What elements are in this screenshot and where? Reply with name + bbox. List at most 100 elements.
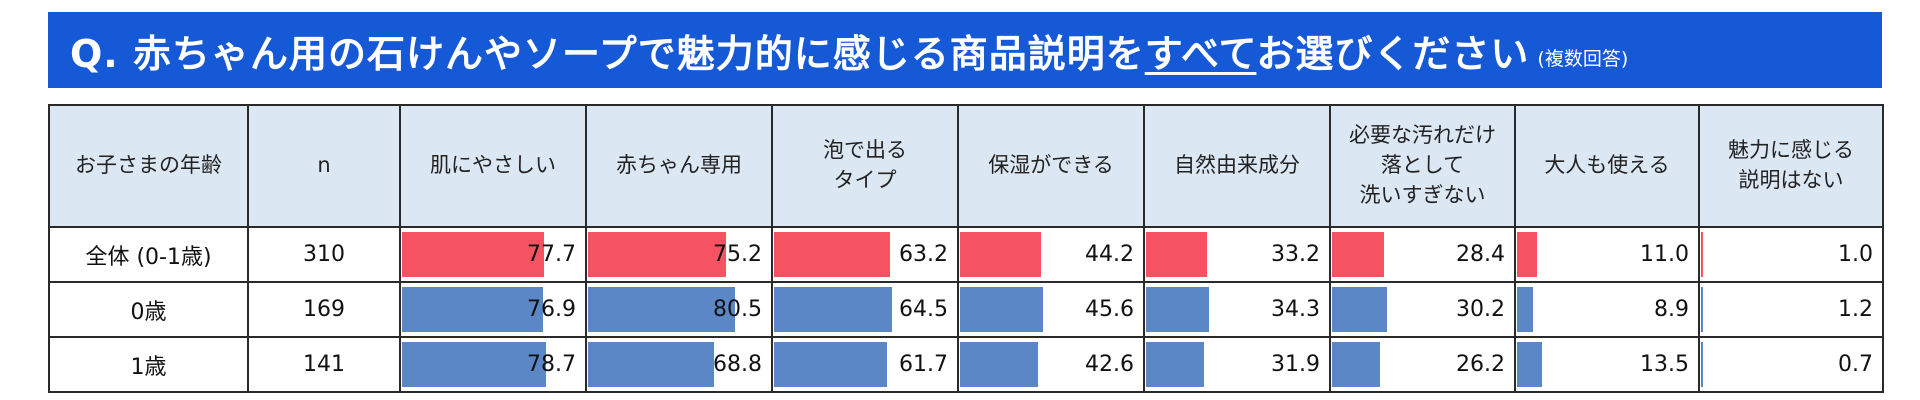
data-bar bbox=[1332, 287, 1387, 332]
column-header-line: 説明はない bbox=[1738, 168, 1844, 192]
value-cell: 8.9 bbox=[1514, 281, 1700, 338]
data-label: 31.9 bbox=[1271, 352, 1320, 377]
value-cell: 77.7 bbox=[399, 226, 587, 283]
column-header-line: タイプ bbox=[833, 168, 897, 192]
column-header: 泡で出る タイプ bbox=[771, 104, 959, 228]
header-row: お子さまの年齢 n 肌にやさしい 赤ちゃん専用 泡で出る タイプ 保湿ができる 自然由来成… bbox=[48, 104, 1884, 228]
title-note: (複数回答) bbox=[1537, 47, 1629, 70]
data-label: 45.6 bbox=[1085, 297, 1134, 322]
value-cell: 42.6 bbox=[957, 336, 1145, 393]
chart-title: Q. 赤ちゃん用の石けんやソープで魅力的に感じる商品説明をすべてお選びください bbox=[70, 23, 1529, 78]
value-cell: 61.7 bbox=[771, 336, 959, 393]
row-label: 0歳 bbox=[48, 281, 249, 338]
data-label: 76.9 bbox=[527, 297, 576, 322]
data-bar bbox=[402, 342, 546, 387]
column-header: 大人も使える bbox=[1514, 104, 1700, 228]
data-bar bbox=[774, 342, 887, 387]
value-cell: 44.2 bbox=[957, 226, 1145, 283]
column-header-line: 赤ちゃん専用 bbox=[616, 153, 742, 178]
corner-header: お子さまの年齢 bbox=[48, 104, 249, 228]
data-label: 78.7 bbox=[527, 352, 576, 377]
data-label: 68.8 bbox=[713, 352, 762, 377]
data-bar bbox=[774, 287, 892, 332]
value-cell: 76.9 bbox=[399, 281, 587, 338]
column-header-line: 肌にやさしい bbox=[430, 153, 556, 178]
data-bar bbox=[1332, 232, 1384, 277]
n-header: n bbox=[247, 104, 401, 228]
column-header: 肌にやさしい bbox=[399, 104, 587, 228]
sample-size: 141 bbox=[247, 336, 401, 393]
data-label: 61.7 bbox=[899, 352, 948, 377]
value-cell: 31.9 bbox=[1143, 336, 1331, 393]
data-label: 30.2 bbox=[1456, 297, 1505, 322]
column-header: 魅力に感じる 説明はない bbox=[1698, 104, 1884, 228]
column-header-line: 必要な汚れだけ bbox=[1349, 123, 1496, 148]
column-header-line: 自然由来成分 bbox=[1174, 153, 1300, 178]
row-label: 全体 (0-1歳) bbox=[48, 226, 249, 283]
title-suffix: お選びください bbox=[1256, 31, 1530, 76]
data-bar bbox=[1146, 342, 1204, 387]
data-label: 63.2 bbox=[899, 242, 948, 267]
title-banner: Q. 赤ちゃん用の石けんやソープで魅力的に感じる商品説明をすべてお選びください … bbox=[48, 12, 1882, 88]
value-cell: 80.5 bbox=[585, 281, 773, 338]
data-label: 11.0 bbox=[1640, 242, 1689, 267]
column-header-line: 魅力に感じる bbox=[1728, 138, 1854, 163]
data-label: 42.6 bbox=[1085, 352, 1134, 377]
data-label: 34.3 bbox=[1271, 297, 1320, 322]
value-cell: 28.4 bbox=[1329, 226, 1516, 283]
data-label: 13.5 bbox=[1640, 352, 1689, 377]
column-header: 赤ちゃん専用 bbox=[585, 104, 773, 228]
column-header: 保湿ができる bbox=[957, 104, 1145, 228]
data-label: 1.0 bbox=[1838, 242, 1873, 267]
data-label: 75.2 bbox=[713, 242, 762, 267]
data-bar bbox=[1701, 342, 1703, 387]
data-bar bbox=[1146, 287, 1209, 332]
data-bar bbox=[402, 232, 544, 277]
data-bar bbox=[774, 232, 890, 277]
column-header-line: 洗いすぎない bbox=[1359, 182, 1486, 207]
value-cell: 1.2 bbox=[1698, 281, 1884, 338]
data-label: 44.2 bbox=[1085, 242, 1134, 267]
column-header: 自然由来成分 bbox=[1143, 104, 1331, 228]
data-bar bbox=[1517, 287, 1533, 332]
data-bar bbox=[960, 287, 1043, 332]
data-bar bbox=[1146, 232, 1207, 277]
data-bar bbox=[588, 342, 714, 387]
data-label: 80.5 bbox=[713, 297, 762, 322]
table-body: 全体 (0-1歳) 310 77.7 75.2 63.2 44.2 33.2 28.4 11.0… bbox=[48, 226, 1884, 393]
data-bar bbox=[402, 287, 543, 332]
data-label: 77.7 bbox=[527, 242, 576, 267]
data-bar bbox=[588, 287, 735, 332]
data-label: 26.2 bbox=[1456, 352, 1505, 377]
data-label: 64.5 bbox=[899, 297, 948, 322]
value-cell: 78.7 bbox=[399, 336, 587, 393]
row-label: 1歳 bbox=[48, 336, 249, 393]
value-cell: 33.2 bbox=[1143, 226, 1331, 283]
value-cell: 64.5 bbox=[771, 281, 959, 338]
value-cell: 63.2 bbox=[771, 226, 959, 283]
column-header-line: 大人も使える bbox=[1544, 153, 1670, 178]
title-emphasis: すべて bbox=[1144, 31, 1257, 76]
results-table: お子さまの年齢 n 肌にやさしい 赤ちゃん専用 泡で出る タイプ 保湿ができる 自然由来成… bbox=[48, 104, 1884, 393]
data-bar bbox=[960, 232, 1041, 277]
value-cell: 0.7 bbox=[1698, 336, 1884, 393]
data-bar bbox=[588, 232, 726, 277]
sample-size: 310 bbox=[247, 226, 401, 283]
data-label: 0.7 bbox=[1838, 352, 1873, 377]
data-label: 1.2 bbox=[1838, 297, 1873, 322]
value-cell: 45.6 bbox=[957, 281, 1145, 338]
data-label: 28.4 bbox=[1456, 242, 1505, 267]
value-cell: 75.2 bbox=[585, 226, 773, 283]
sample-size: 169 bbox=[247, 281, 401, 338]
column-header-line: 落として bbox=[1380, 153, 1465, 178]
table-row: 全体 (0-1歳) 310 77.7 75.2 63.2 44.2 33.2 28.4 11.0… bbox=[48, 226, 1884, 283]
value-cell: 34.3 bbox=[1143, 281, 1331, 338]
data-bar bbox=[1517, 342, 1542, 387]
title-prefix: Q. 赤ちゃん用の石けんやソープで魅力的に感じる商品説明を bbox=[70, 31, 1145, 76]
data-bar bbox=[1517, 232, 1537, 277]
value-cell: 1.0 bbox=[1698, 226, 1884, 283]
value-cell: 13.5 bbox=[1514, 336, 1700, 393]
data-label: 33.2 bbox=[1271, 242, 1320, 267]
value-cell: 68.8 bbox=[585, 336, 773, 393]
table-row: 1歳 141 78.7 68.8 61.7 42.6 31.9 26.2 13.5 0.7 bbox=[48, 336, 1884, 393]
